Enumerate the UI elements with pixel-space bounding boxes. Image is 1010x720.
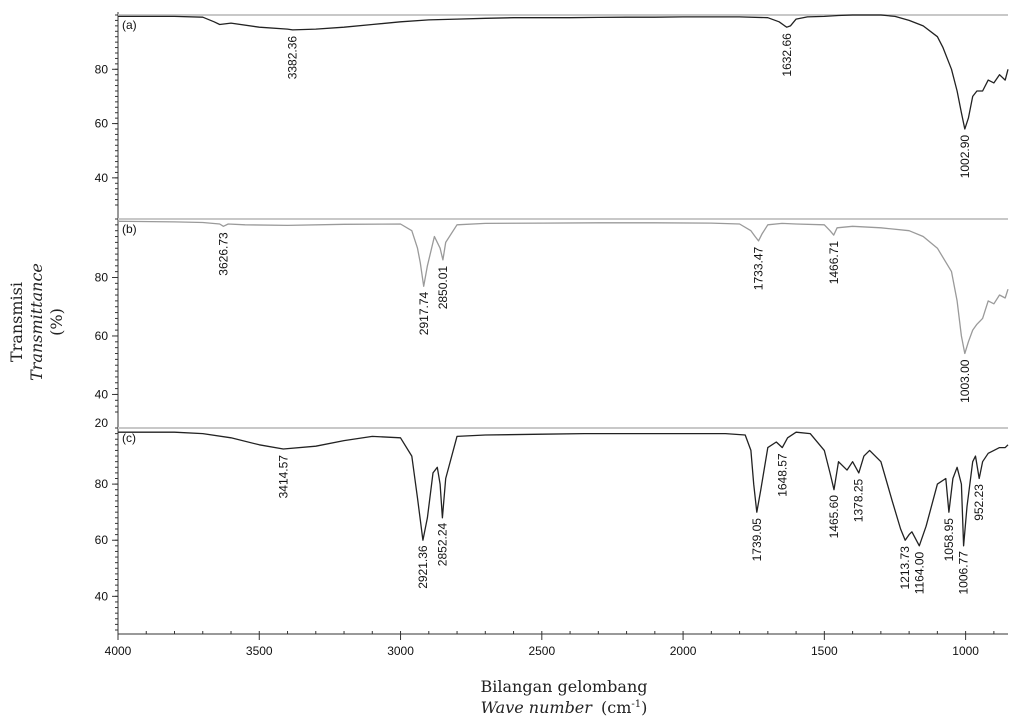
- peak-label: 1739.05: [750, 518, 764, 562]
- y-tick-label: 40: [95, 171, 109, 185]
- plot-area: 40 60 80 (a) 3382.36 1632.66 1002.90 40 60 80 (b) 3…: [95, 12, 1009, 658]
- peak-label: 2917.74: [417, 291, 431, 335]
- peak-label: 1733.47: [751, 246, 765, 290]
- y-axis-title-line2: Transmittance: [27, 263, 46, 381]
- peak-label: 1465.60: [827, 495, 841, 539]
- peak-label: 3382.36: [286, 36, 300, 80]
- y-tick-label: 80: [95, 62, 109, 76]
- y-axis-title-line1: Transmisi: [7, 282, 26, 362]
- y-axis-title: Transmisi Transmittance (%): [7, 263, 66, 381]
- x-tick-label: 2500: [528, 644, 555, 658]
- y-tick-label: 40: [95, 589, 109, 603]
- x-axis-title-sup: -1: [631, 699, 641, 710]
- y-tick-label: 40: [95, 387, 109, 401]
- x-tick-label: 3500: [246, 644, 273, 658]
- x-tick-label: 3000: [387, 644, 414, 658]
- x-axis-title-close: ): [641, 698, 647, 717]
- x-axis-title-unit: (cm: [601, 698, 631, 717]
- peak-label: 1378.25: [852, 478, 866, 522]
- peak-label: 2921.36: [416, 545, 430, 589]
- peak-label: 1213.73: [898, 546, 912, 590]
- peak-label: 3414.57: [276, 455, 290, 499]
- panel-tag: (a): [122, 18, 137, 32]
- y-tick-label: 60: [95, 329, 109, 343]
- x-tick-label: 2000: [670, 644, 697, 658]
- x-tick-label: 1000: [952, 644, 979, 658]
- y-tick-label: 20: [95, 416, 109, 430]
- x-axis-title-line1: Bilangan gelombang: [481, 677, 648, 696]
- peak-label: 1648.57: [775, 453, 789, 497]
- y-tick-label: 60: [95, 117, 109, 131]
- peak-label: 2852.24: [435, 522, 449, 566]
- x-tick-label: 4000: [105, 644, 132, 658]
- peak-label: 1002.90: [958, 135, 972, 179]
- y-tick-label: 80: [95, 270, 109, 284]
- y-tick-label: 80: [95, 477, 109, 491]
- y-axis-title-line3: (%): [47, 308, 66, 336]
- peak-label: 2850.01: [436, 266, 450, 310]
- y-tick-label: 60: [95, 533, 109, 547]
- peak-label: 952.23: [972, 484, 986, 521]
- peak-label: 1003.00: [958, 359, 972, 403]
- peak-label: 1058.95: [942, 518, 956, 562]
- peak-label: 1632.66: [780, 33, 794, 77]
- panel-tag: (c): [122, 431, 136, 445]
- peak-label: 3626.73: [217, 232, 231, 276]
- x-tick-label: 1500: [811, 644, 838, 658]
- peak-label: 1164.00: [912, 551, 926, 594]
- peak-label: 1466.71: [827, 241, 841, 285]
- spectrum-line: [117, 220, 1009, 355]
- panel-tag: (b): [122, 222, 137, 236]
- x-axis-title-line2: Wave number (cm-1): [481, 698, 648, 717]
- x-axis-title-italic: Wave number: [481, 698, 594, 717]
- peak-label: 1006.77: [957, 551, 971, 595]
- spectrum-line: [118, 14, 1009, 130]
- spectrum-line: [118, 431, 1009, 547]
